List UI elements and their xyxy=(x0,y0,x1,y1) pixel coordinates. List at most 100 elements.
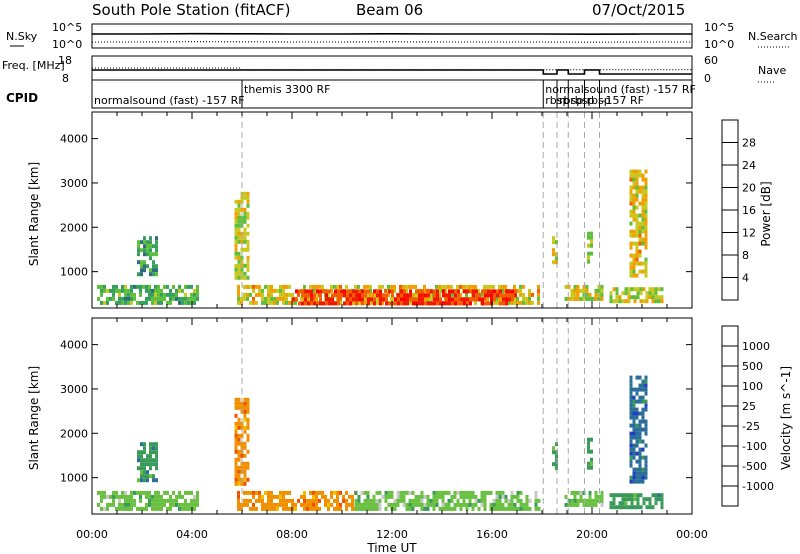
echo-cell xyxy=(629,415,633,420)
echo-cell xyxy=(234,207,238,212)
echo-cell xyxy=(567,284,571,289)
echo-cell xyxy=(337,297,340,302)
echo-cell xyxy=(258,288,261,293)
echo-cell xyxy=(237,223,241,228)
echo-cell xyxy=(582,288,586,293)
echo-cell xyxy=(555,442,558,447)
echo-cell xyxy=(273,288,276,293)
echo-cell xyxy=(157,506,160,511)
echo-cell xyxy=(501,494,505,499)
echo-cell xyxy=(528,506,532,511)
echo-cell xyxy=(594,292,598,297)
echo-cell xyxy=(635,471,639,476)
echo-cell xyxy=(264,284,267,289)
echo-cell xyxy=(124,300,127,305)
echo-cell xyxy=(237,401,241,406)
echo-cell xyxy=(106,296,109,301)
echo-cell xyxy=(169,288,172,293)
echo-cell xyxy=(418,293,421,298)
echo-cell xyxy=(600,490,604,495)
echo-cell xyxy=(597,288,601,293)
echo-cell xyxy=(638,435,642,440)
echo-cell xyxy=(651,291,655,296)
echo-cell xyxy=(391,289,394,294)
echo-cell xyxy=(638,431,642,436)
echo-cell xyxy=(306,296,309,301)
echo-cell xyxy=(310,297,313,302)
echo-cell xyxy=(237,255,241,260)
echo-cell xyxy=(243,405,247,410)
echo-cell xyxy=(151,292,154,297)
echo-cell xyxy=(143,442,146,447)
echo-cell xyxy=(154,292,157,297)
echo-cell xyxy=(629,201,633,206)
echo-cell xyxy=(267,300,270,305)
echo-cell xyxy=(510,502,514,507)
echo-cell xyxy=(376,293,379,298)
echo-cell xyxy=(641,177,645,182)
echo-cell xyxy=(336,506,339,511)
echo-cell xyxy=(234,405,238,410)
echo-cell xyxy=(638,221,642,226)
echo-cell xyxy=(169,300,172,305)
echo-cell xyxy=(423,288,426,293)
echo-cell xyxy=(629,447,633,452)
echo-cell xyxy=(421,289,424,294)
echo-cell xyxy=(364,289,367,294)
echo-cell xyxy=(357,494,361,499)
echo-cell xyxy=(654,291,658,296)
echo-cell xyxy=(609,299,613,304)
echo-cell xyxy=(447,284,450,289)
echo-cell xyxy=(234,227,238,232)
echo-cell xyxy=(635,459,639,464)
echo-cell xyxy=(641,213,645,218)
echo-cell xyxy=(638,249,642,254)
echo-cell xyxy=(427,293,430,298)
echo-cell xyxy=(243,207,247,212)
echo-cell xyxy=(315,506,318,511)
echo-cell xyxy=(115,288,118,293)
echo-cell xyxy=(570,490,574,495)
echo-cell xyxy=(644,245,648,250)
echo-cell xyxy=(400,297,403,302)
echo-cell xyxy=(435,494,439,499)
colorbar-frame xyxy=(721,325,739,507)
echo-cell xyxy=(576,502,580,507)
echo-cell xyxy=(396,490,400,495)
echo-cell xyxy=(400,293,403,298)
echo-cell xyxy=(633,505,637,510)
echo-cell xyxy=(633,299,637,304)
echo-cell xyxy=(273,506,276,511)
echo-cell xyxy=(632,395,636,400)
echo-cell xyxy=(297,498,300,503)
echo-cell xyxy=(261,300,264,305)
echo-cell xyxy=(501,506,505,511)
echo-cell xyxy=(237,292,240,297)
echo-cell xyxy=(237,397,241,402)
echo-cell xyxy=(441,498,445,503)
echo-cell xyxy=(139,292,142,297)
echo-cell xyxy=(442,289,445,294)
echo-cell xyxy=(448,289,451,294)
echo-cell xyxy=(187,300,190,305)
echo-cell xyxy=(632,241,636,246)
echo-cell xyxy=(276,506,279,511)
echo-cell xyxy=(325,297,328,302)
echo-cell xyxy=(163,292,166,297)
echo-cell xyxy=(403,297,406,302)
echo-cell xyxy=(642,497,646,502)
echo-cell xyxy=(385,293,388,298)
echo-cell xyxy=(483,498,487,503)
echo-cell xyxy=(632,265,636,270)
echo-cell xyxy=(421,301,424,306)
colorbar-tick-label: -1000 xyxy=(742,480,774,493)
echo-cell xyxy=(301,293,304,298)
echo-cell xyxy=(133,490,136,495)
colorbar-tick-label: 12 xyxy=(742,227,756,240)
echo-cell xyxy=(303,506,306,511)
echo-cell xyxy=(638,395,642,400)
echo-cell xyxy=(629,403,633,408)
echo-cell xyxy=(243,502,246,507)
echo-cell xyxy=(597,296,601,301)
